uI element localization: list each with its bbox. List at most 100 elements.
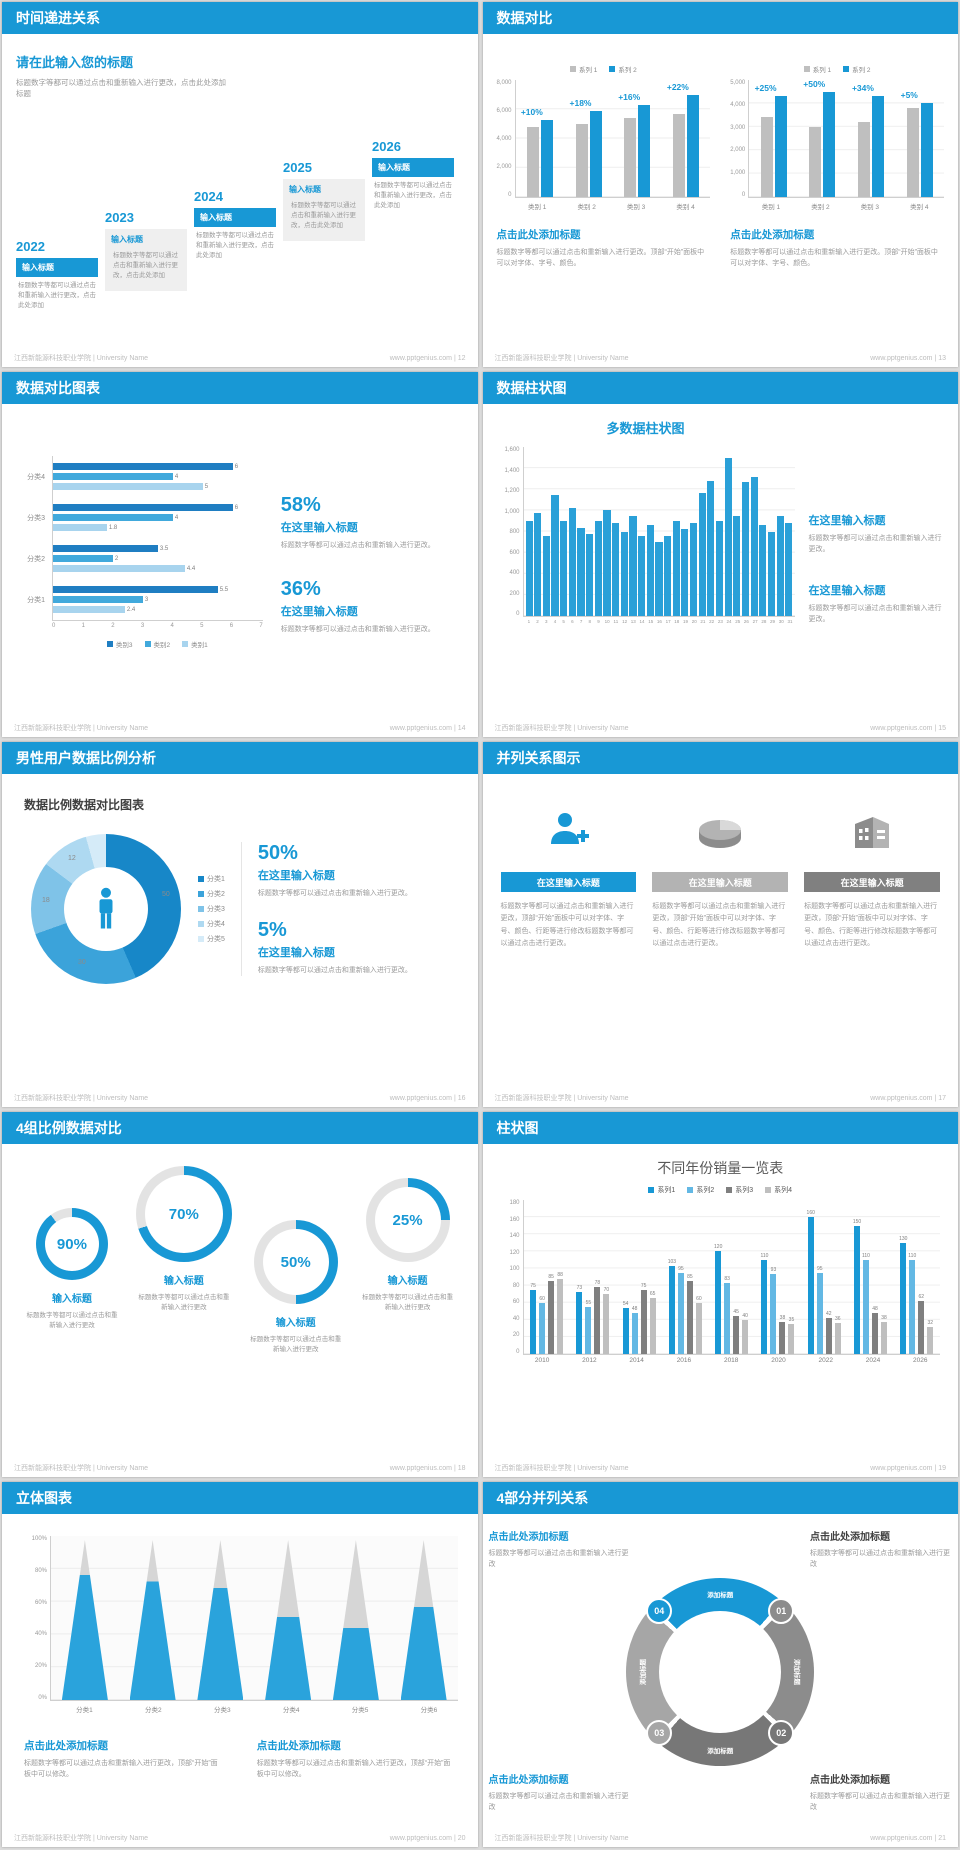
value-label: 65 xyxy=(649,1291,656,1298)
legend-swatch xyxy=(726,1187,733,1193)
x-tick-label: 类别 2 xyxy=(811,204,830,211)
slide-14-hbar-chart[interactable]: 数据对比图表 分类4 6 4 5 分类3 6 4 1.8 分类2 3.5 2 4.4 分类1 5.5 3 2.… xyxy=(2,372,478,737)
ring-stat[interactable]: 50% 输入标题 标题数字等都可以通过点击和重新输入进行更改 xyxy=(248,1220,344,1459)
plot-area xyxy=(522,447,795,617)
stat-body: 标题数字等都可以通过点击和重新输入进行更改。 xyxy=(280,542,435,550)
timeline-item[interactable]: 2024 输入标题 标题数字等都可以通过点击和重新输入进行更改，点击此处添加 xyxy=(194,189,276,265)
slide-title-bar: 数据柱状图 xyxy=(482,372,958,404)
slide-19-grouped-bar-chart[interactable]: 柱状图 不同年份销量一览表 系列1 系列2 系列3 系列4 180 160 140 120 1… xyxy=(482,1112,958,1477)
y-tick-label: 4,000 xyxy=(730,102,746,109)
bar xyxy=(807,1217,814,1354)
x-tick-label: 13 xyxy=(630,619,636,624)
bar xyxy=(759,525,767,616)
slide-12-timeline[interactable]: 时间递进关系 请在此输入您的标题 标题数字等都可以通过点击和重新输入进行更改，点… xyxy=(2,2,478,367)
segment-number-badge: 04 xyxy=(646,1597,673,1624)
timeline-item[interactable]: 2022 输入标题 标题数字等都可以通过点击和重新输入进行更改，点击此处添加 xyxy=(16,239,98,315)
slide-20-cone-chart[interactable]: 立体图表 100% 80% 60% 40% 20% 0% 分类1 分类2 分类3 分类4 分类5 分… xyxy=(2,1482,478,1847)
block-body: 标题数字等都可以通过点击和重新输入进行更改，顶部“开始”面板中可以修改。 xyxy=(24,1760,218,1779)
ring-stat[interactable]: 90% 输入标题 标题数字等都可以通过点击和重新输入进行更改 xyxy=(24,1208,120,1459)
bar xyxy=(767,531,776,616)
bar-group: 54 48 75 65 xyxy=(622,1200,657,1354)
slide-title: 男性用户数据比例分析 xyxy=(16,750,156,766)
legend-label: 系列 1 xyxy=(578,67,598,74)
x-tick-label: 类别 1 xyxy=(528,204,547,211)
cone-shape xyxy=(265,1540,312,1700)
stat-block: 在这里输入标题 标题数字等都可以通过点击和重新输入进行更改。 xyxy=(809,580,944,625)
x-tick-label: 2024 xyxy=(865,1357,881,1364)
block-title: 点击此处添加标题 xyxy=(810,1532,890,1543)
bar xyxy=(681,529,689,616)
legend-swatch xyxy=(198,921,204,927)
footer-org: 江西新能源科技职业学院 | University Name xyxy=(14,725,149,732)
x-tick-label: 16 xyxy=(656,619,662,624)
y-tick-label: 5,000 xyxy=(730,80,746,86)
block-body: 标题数字等都可以通过点击和重新输入进行更改。顶部“开始”面板中可以对字体、字号、… xyxy=(730,249,938,268)
slide-footer: 江西新能源科技职业学院 | University Name www.pptgen… xyxy=(2,1459,478,1477)
text-block: 点击此处添加标题 标题数字等都可以通过点击和重新输入进行更改，顶部“开始”面板中可… xyxy=(257,1726,456,1780)
x-tick-label: 28 xyxy=(761,619,767,624)
x-tick-label: 分类5 xyxy=(351,1707,369,1714)
bar xyxy=(779,1321,786,1354)
hbar xyxy=(53,483,203,490)
x-tick-label: 14 xyxy=(639,619,645,624)
bar xyxy=(733,515,741,616)
y-tick-label: 6,000 xyxy=(496,108,512,114)
bar-with-label: 95 xyxy=(677,1200,685,1354)
ring-stat[interactable]: 25% 输入标题 标题数字等都可以通过点击和重新输入进行更改 xyxy=(360,1178,456,1459)
slide-18-ratio-rings[interactable]: 4组比例数据对比 90% 输入标题 标题数字等都可以通过点击和重新输入进行更改 70%… xyxy=(2,1112,478,1477)
legend-item: 分类5 xyxy=(198,934,225,944)
bar-with-label: 38 xyxy=(880,1200,888,1354)
hbar-line: 5.5 xyxy=(53,585,263,594)
bar-with-label: 55 xyxy=(584,1200,592,1354)
growth-label: +16% xyxy=(618,91,641,102)
value-label: 110 xyxy=(861,1252,870,1259)
x-axis-labels: 分类1 分类2 分类3 分类4 分类5 分类6 xyxy=(50,1704,464,1714)
bar xyxy=(568,508,576,616)
growth-label: +25% xyxy=(754,83,777,94)
stat-title: 输入标题 xyxy=(51,1294,92,1305)
stat-body: 标题数字等都可以通过点击和重新输入进行更改。 xyxy=(280,625,435,633)
footer-site-page: www.pptgenius.com | 15 xyxy=(870,724,946,732)
y-tick-label: 60% xyxy=(34,1599,47,1606)
hbar xyxy=(53,524,107,531)
value-label: 4 xyxy=(174,473,179,480)
x-tick-label: 分类3 xyxy=(213,1707,231,1714)
y-tick-label: 2,000 xyxy=(496,164,512,170)
category-label: 分类3 xyxy=(27,514,45,522)
ring-stat[interactable]: 70% 输入标题 标题数字等都可以通过点击和重新输入进行更改 xyxy=(135,1166,232,1459)
legend-label: 类别1 xyxy=(191,642,208,649)
x-tick-label: 5 xyxy=(200,623,204,629)
slide-body: 90% 输入标题 标题数字等都可以通过点击和重新输入进行更改 70% 输入标题 标题数字等… xyxy=(2,1144,478,1459)
chart-area: 5,000 4,000 3,000 2,000 1,000 0 +25% +50% +34% +5… xyxy=(730,79,944,198)
x-tick-label: 9 xyxy=(597,619,600,624)
value-label: 1.8 xyxy=(108,524,118,531)
y-tick-label: 1,200 xyxy=(504,488,520,494)
timeline-item[interactable]: 2025 输入标题 标题数字等都可以通过点击和重新输入进行更改，点击此处添加 xyxy=(283,160,365,241)
growth-label: +5% xyxy=(900,90,918,101)
value-label: 103 xyxy=(667,1258,677,1265)
slide-15-multi-bar-chart[interactable]: 数据柱状图 多数据柱状图 1,600 1,400 1,200 1,000 800 600 4… xyxy=(482,372,958,737)
footer-org: 江西新能源科技职业学院 | University Name xyxy=(14,355,149,362)
block-body: 标题数字等都可以通过点击和重新输入进行更改 xyxy=(810,1792,950,1811)
x-tick-label: 30 xyxy=(778,619,784,624)
y-tick-label: 1,000 xyxy=(504,508,520,515)
slide-21-four-part-cycle[interactable]: 4部分并列关系 01 02 03 04 添加标题 添加标题 添加标题 添加标题 点击此处添加标… xyxy=(482,1482,958,1847)
hbar xyxy=(53,473,173,480)
footer-org: 江西新能源科技职业学院 | University Name xyxy=(494,1835,629,1842)
timeline-item-box: 输入标题 标题数字等都可以通过点击和重新输入进行更改，点击此处添加 xyxy=(283,179,365,241)
progress-ring-value: 90% xyxy=(44,1217,99,1271)
y-tick-label: 40% xyxy=(34,1631,47,1638)
category-label: 分类4 xyxy=(27,473,45,481)
chart-area: 8,000 6,000 4,000 2,000 0 +10% +18% +16% +22% xyxy=(497,80,711,198)
bar xyxy=(927,1326,934,1354)
timeline-item[interactable]: 2023 输入标题 标题数字等都可以通过点击和重新输入进行更改，点击此处添加 xyxy=(105,210,187,291)
timeline-item[interactable]: 2026 输入标题 标题数字等都可以通过点击和重新输入进行更改，点击此处添加 xyxy=(372,139,454,215)
slide-16-male-ratio-donut[interactable]: 男性用户数据比例分析 数据比例数据对比图表 50 30 18 12 分类1 分类2 分 xyxy=(2,742,478,1107)
bar xyxy=(776,515,784,616)
slide-13-data-comparison[interactable]: 数据对比 系列 1 系列 2 8,000 6,000 4,000 2,000 0 +10% +1… xyxy=(482,2,958,367)
y-tick-label: 100 xyxy=(509,1266,520,1273)
bar xyxy=(816,1272,823,1354)
slide-17-parallel-relation[interactable]: 并列关系图示 在这里输入标题 标题数字等都可以通过点击和重新输入进行更改，顶部“… xyxy=(482,742,958,1107)
x-tick-label: 1 xyxy=(81,623,85,629)
block-body: 标题数字等都可以通过点击和重新输入进行更改 xyxy=(488,1792,629,1811)
